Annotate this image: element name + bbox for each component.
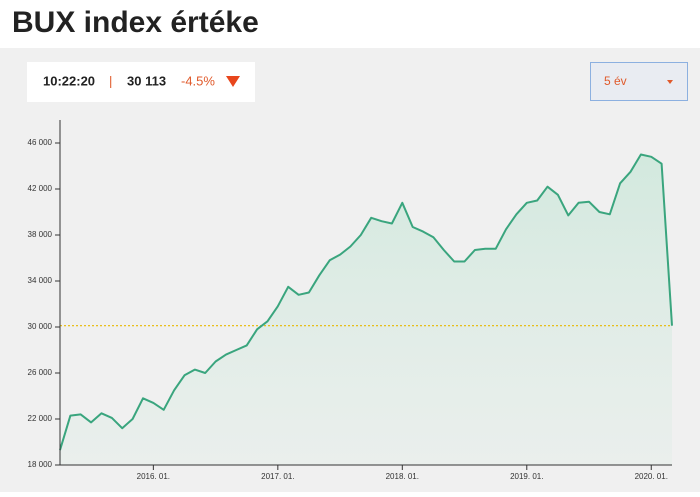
down-arrow-icon bbox=[226, 76, 240, 87]
ticker-box bbox=[27, 62, 255, 102]
dropdown-caret[interactable] bbox=[667, 80, 673, 84]
period-dropdown[interactable]: 5 év bbox=[590, 62, 688, 101]
area bbox=[60, 154, 672, 465]
y-tick-label: 26 000 bbox=[28, 368, 53, 377]
y-tick-label: 42 000 bbox=[28, 184, 53, 193]
y-tick-label: 34 000 bbox=[28, 276, 53, 285]
ticker-separator: | bbox=[109, 73, 112, 88]
y-tick-label: 18 000 bbox=[28, 460, 53, 469]
line bbox=[59, 153, 673, 451]
x-tick-label: 2019. 01. bbox=[510, 472, 543, 481]
ticker-value: 30 113 bbox=[127, 73, 166, 88]
plot-area: 18 000 22 000 26 000 30 000 34 000 38 000 42 0… bbox=[28, 120, 673, 481]
chart-title: BUX index értéke bbox=[12, 6, 259, 39]
y-tick-label: 46 000 bbox=[28, 138, 53, 147]
y-tick-label: 22 000 bbox=[28, 414, 53, 423]
x-tick-label: 2016. 01. bbox=[137, 472, 170, 481]
ticker-change: -4.5% bbox=[181, 73, 215, 88]
y-tick-label: 38 000 bbox=[28, 230, 53, 239]
ticker-time: 10:22:20 bbox=[43, 73, 95, 88]
y-tick-label: 30 000 bbox=[28, 322, 53, 331]
x-tick-label: 2017. 01. bbox=[261, 472, 294, 481]
x-tick-label: 2020. 01. bbox=[635, 472, 668, 481]
dropdown-label[interactable]: 5 év bbox=[604, 74, 627, 88]
x-tick-label: 2018. 01. bbox=[386, 472, 419, 481]
